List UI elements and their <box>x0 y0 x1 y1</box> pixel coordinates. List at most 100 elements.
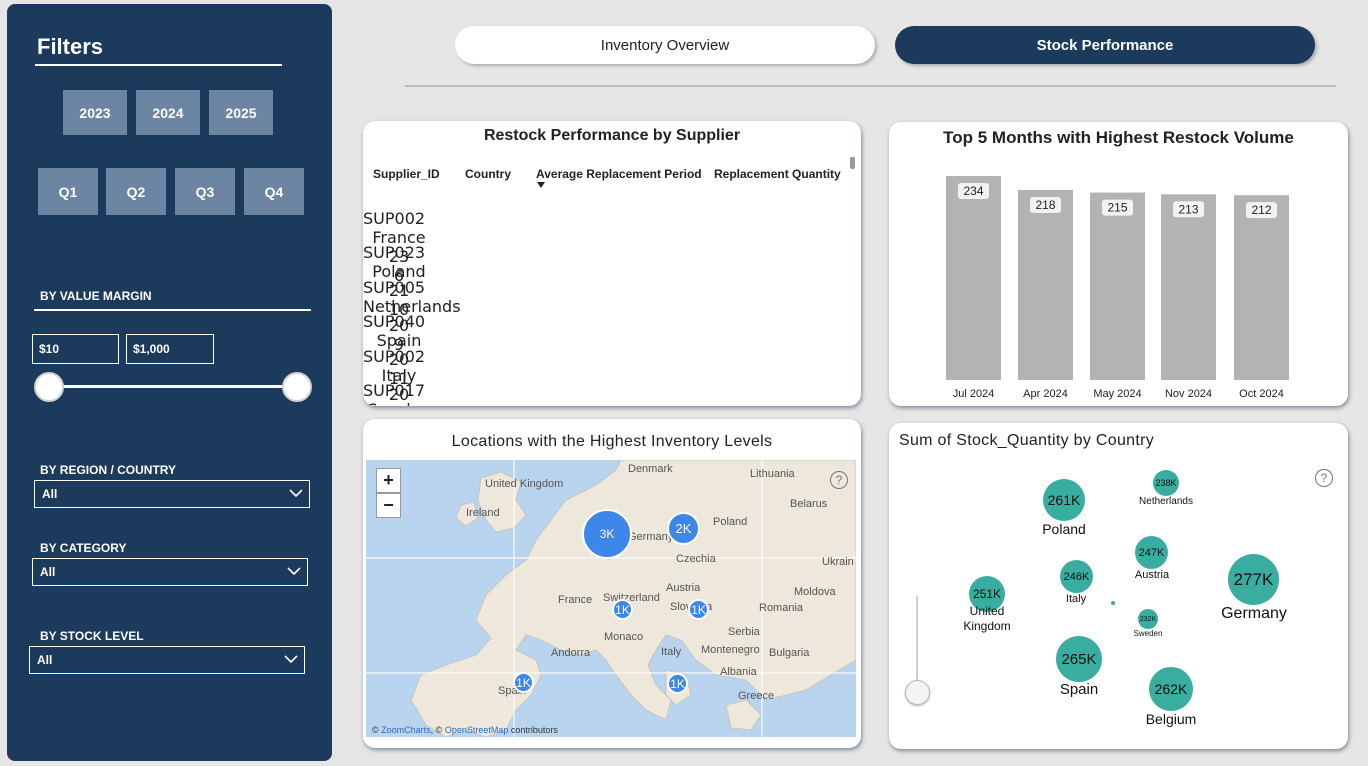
year-button-2023[interactable]: 2023 <box>63 90 127 135</box>
data-label-box <box>958 183 989 199</box>
bubble-united-kingdom[interactable]: 251K <box>969 576 1005 612</box>
table-scrollbar[interactable] <box>850 157 855 169</box>
column-header-country[interactable]: Country <box>465 167 511 181</box>
stock-level-dropdown-value: All <box>37 653 53 667</box>
table-row[interactable]: SUP017Sweden198 <box>363 381 848 406</box>
map-cluster-1k-spain[interactable]: 1K <box>513 672 534 693</box>
bubble-label-germany: Germany <box>1221 605 1287 622</box>
bubble-spain[interactable]: 265K <box>1056 636 1102 682</box>
bubble-label-belgium: Belgium <box>1145 711 1197 727</box>
table-row[interactable]: SUP040 Spain 20 11 <box>363 312 848 388</box>
bar-oct-2024[interactable] <box>1234 195 1289 380</box>
bubble-netherlands[interactable]: 238K <box>1153 470 1179 496</box>
quarter-button-q3[interactable]: Q3 <box>175 168 235 215</box>
data-label: 212 <box>1251 203 1271 217</box>
value-margin-slider-max-handle[interactable] <box>282 372 312 402</box>
year-button-2024[interactable]: 2024 <box>136 90 200 135</box>
column-header-avg-replacement-period[interactable]: Average Replacement Period <box>536 167 702 181</box>
map-label-bulgaria: Bulgaria <box>769 647 810 659</box>
map-label-germany: Germany <box>628 531 674 543</box>
data-label-box <box>1246 202 1277 219</box>
year-button-2025[interactable]: 2025 <box>209 90 273 135</box>
data-label: 215 <box>1107 201 1127 215</box>
map-label-romania: Romania <box>759 602 804 614</box>
map-label-serbia: Serbia <box>728 626 760 638</box>
tab-inventory-overview[interactable]: Inventory Overview <box>455 26 875 64</box>
category-dropdown-value: All <box>40 565 56 579</box>
bubble-sweden[interactable]: 232K <box>1138 609 1158 629</box>
zoomcharts-link[interactable]: ZoomCharts <box>381 725 431 735</box>
table-cell: 20 <box>388 315 410 335</box>
map-cluster-3k[interactable]: 3K <box>582 509 632 559</box>
value-margin-divider <box>34 309 311 311</box>
table-row[interactable]: SUP002 France 23 6 <box>363 209 848 285</box>
table-cell: Spain <box>376 331 422 351</box>
bubble-germany[interactable]: 277K <box>1228 554 1279 605</box>
openstreetmap-link[interactable]: OpenStreetMap <box>444 725 509 735</box>
table-cell: 21 <box>388 281 410 301</box>
data-label: 234 <box>963 184 983 198</box>
value-margin-min-input[interactable]: $10 <box>32 334 119 364</box>
bar-apr-2024[interactable] <box>1018 189 1073 380</box>
stock-by-country-card: Sum of Stock_Quantity by Country ? 261K … <box>889 423 1348 749</box>
table-row[interactable]: SUP023 Poland 21 10 <box>363 243 848 319</box>
question-circle-icon[interactable]: ? <box>830 471 848 489</box>
table-row[interactable]: SUP002Italy2010 <box>363 347 848 406</box>
category-dropdown[interactable]: All <box>32 558 308 586</box>
stock-level-label: BY STOCK LEVEL <box>40 629 144 643</box>
table-cell: France <box>372 228 426 247</box>
map-zoom-in-button[interactable]: + <box>376 468 401 493</box>
bubble-zoom-slider-handle[interactable] <box>905 680 930 705</box>
map-label-denmark: Denmark <box>628 463 673 475</box>
chevron-down-icon <box>284 655 298 664</box>
column-header-replacement-quantity[interactable]: Replacement Quantity <box>714 167 841 181</box>
bubble-belgium[interactable]: 262K <box>1149 667 1193 711</box>
x-tick-label: Oct 2024 <box>1239 388 1284 400</box>
map-label-lithuania: Lithuania <box>750 468 795 480</box>
bar-may-2024[interactable] <box>1090 192 1145 380</box>
table-cell: SUP040 <box>363 312 426 332</box>
data-label-box <box>1030 196 1061 213</box>
bubble-label-italy: Italy <box>1065 593 1087 605</box>
map-label-albania: Albania <box>720 666 757 678</box>
map-cluster-2k[interactable]: 2K <box>667 512 700 545</box>
column-header-supplier-id[interactable]: Supplier_ID <box>373 167 440 181</box>
bubble-label-sweden: Sweden <box>1133 629 1163 638</box>
value-margin-max-input[interactable]: $1,000 <box>126 334 214 364</box>
x-tick-label: Apr 2024 <box>1023 388 1068 400</box>
quarter-button-q2[interactable]: Q2 <box>106 168 166 215</box>
map-cluster-1k-italy[interactable]: 1K <box>667 673 688 694</box>
map-label-czechia: Czechia <box>676 553 716 565</box>
category-label: BY CATEGORY <box>40 541 127 555</box>
map-label-france: France <box>558 594 593 606</box>
quarter-button-q4[interactable]: Q4 <box>244 168 304 215</box>
stock-level-dropdown[interactable]: All <box>29 646 305 674</box>
bubble-dot <box>1111 601 1115 605</box>
value-margin-slider-track[interactable] <box>50 385 297 388</box>
x-tick-label: Jul 2024 <box>953 388 995 400</box>
table-cell: 20 <box>388 350 410 370</box>
bar-nov-2024[interactable] <box>1161 194 1216 380</box>
map-label-united-kingdom: United Kingdom <box>485 478 564 490</box>
question-circle-icon[interactable]: ? <box>1315 469 1333 487</box>
quarter-button-q1[interactable]: Q1 <box>38 168 98 215</box>
bubble-zoom-slider-track[interactable] <box>916 596 918 692</box>
bubble-italy[interactable]: 246K <box>1060 560 1093 593</box>
table-row[interactable]: SUP005 Netherlands 20 9 <box>363 278 848 354</box>
region-dropdown[interactable]: All <box>34 480 310 508</box>
inventory-map[interactable]: + − ? Denmark Lithuania United Kingdom B… <box>366 460 856 737</box>
map-zoom-out-button[interactable]: − <box>376 493 401 518</box>
map-cluster-1k-switzerland[interactable]: 1K <box>612 599 633 620</box>
bubble-poland[interactable]: 261K <box>1043 479 1085 521</box>
value-margin-slider-min-handle[interactable] <box>34 372 64 402</box>
restock-bar-chart: 234 Jul 2024 218 Apr 2024 215 May 2024 213 Nov … <box>946 176 1289 400</box>
region-label: BY REGION / COUNTRY <box>40 463 177 477</box>
tab-stock-performance[interactable]: Stock Performance <box>895 26 1315 64</box>
filters-divider <box>35 64 282 66</box>
data-label-box <box>1173 201 1204 218</box>
table-cell: 9 <box>393 334 405 354</box>
bubble-austria[interactable]: 247K <box>1135 536 1168 569</box>
bar-jul-2024[interactable] <box>946 176 1001 380</box>
map-cluster-1k-slovenia[interactable]: 1K <box>688 599 709 620</box>
map-label-poland: Poland <box>713 516 748 528</box>
